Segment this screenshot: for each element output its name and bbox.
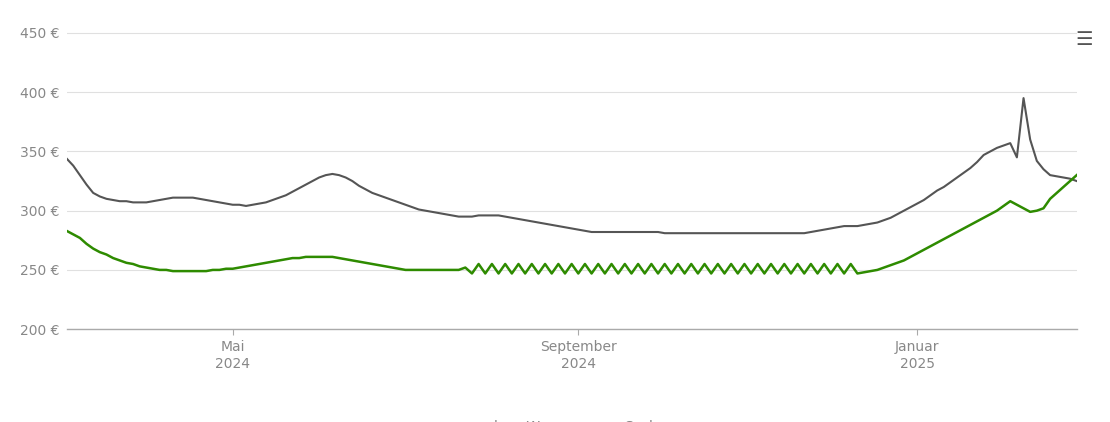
Text: ☰: ☰ — [1076, 30, 1093, 49]
Legend: lose Ware, Sackware: lose Ware, Sackware — [446, 414, 697, 422]
